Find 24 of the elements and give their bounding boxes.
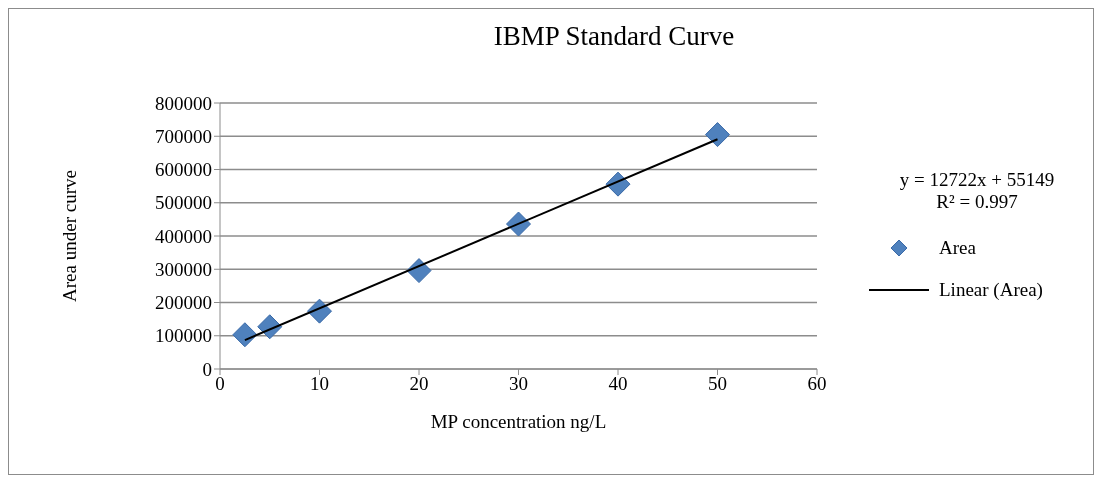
y-axis-title: Area under curve <box>58 170 80 302</box>
x-tick-label: 40 <box>608 373 628 395</box>
x-tick-label: 10 <box>310 373 329 395</box>
text: R² = 0.997 <box>935 191 1019 213</box>
y-tick-label: 0 <box>202 358 212 380</box>
point <box>705 122 730 148</box>
x-axis-title: MP concentration ng/L <box>430 411 607 432</box>
y-tick-label: 300000 <box>155 258 212 280</box>
legend-label: Linear (Area) <box>939 279 1043 301</box>
y-tick-label: 200000 <box>155 292 212 314</box>
x-tick-label: 30 <box>509 373 528 395</box>
chart-title: IBMP Standard Curve <box>492 21 736 52</box>
x-tick-label: 20 <box>409 373 429 395</box>
y-tick-label: 100000 <box>155 325 212 347</box>
x-tick-label: 50 <box>708 373 727 395</box>
y-tick-label: 500000 <box>155 192 212 214</box>
y-tick-label: 400000 <box>155 225 212 247</box>
x-tick-label: 60 <box>807 373 827 395</box>
text: y = 12722x + 55149 <box>898 169 1056 191</box>
y-tick-label: 700000 <box>155 125 212 147</box>
y-tick-label: 800000 <box>155 92 212 114</box>
legend-label: Area <box>939 237 976 259</box>
point <box>232 322 258 348</box>
y-tick-label: 600000 <box>155 159 212 181</box>
